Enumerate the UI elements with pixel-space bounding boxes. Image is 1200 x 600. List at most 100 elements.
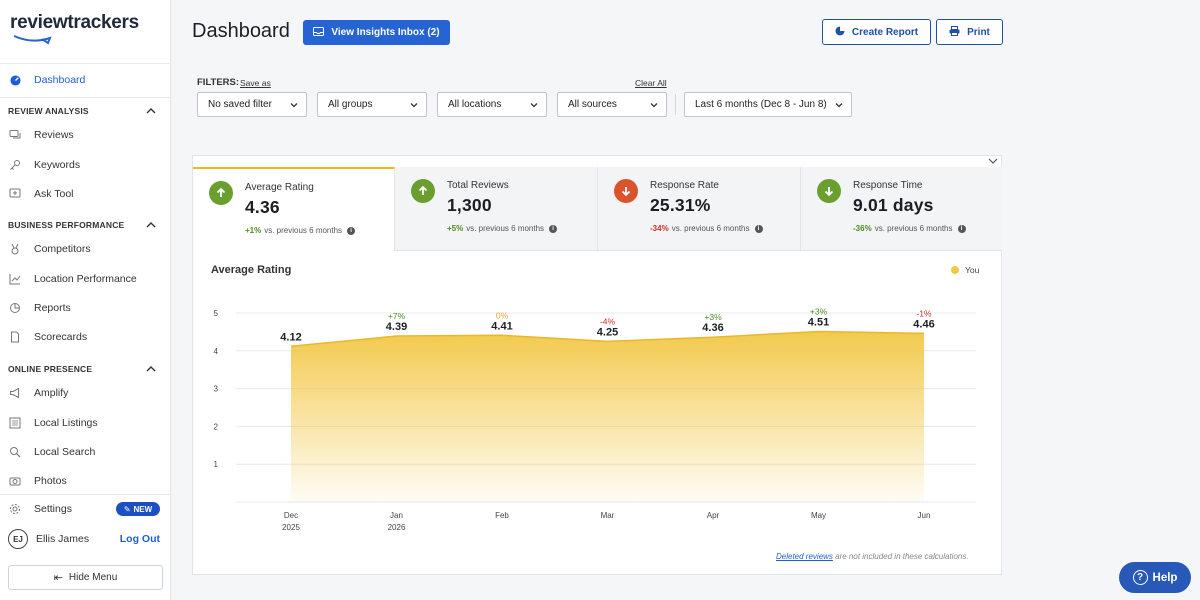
chat-bubbles-icon — [8, 128, 22, 142]
x-tick-label: May — [811, 511, 826, 520]
page-title: Dashboard — [192, 20, 290, 42]
arrow-down-icon — [817, 179, 841, 203]
select-value: All locations — [448, 99, 502, 110]
legend-label: You — [965, 265, 980, 275]
kpi-total-reviews[interactable]: Total Reviews 1,300 +5% vs. previous 6 m… — [395, 167, 598, 251]
chart-legend[interactable]: You — [951, 265, 979, 275]
sidebar-item-photos[interactable]: Photos — [8, 470, 67, 492]
x-tick-year-label: 2026 — [388, 523, 406, 532]
create-report-button[interactable]: Create Report — [822, 19, 931, 45]
data-label: 4.25 — [597, 326, 618, 338]
sidebar-item-settings[interactable]: Settings — [8, 498, 72, 520]
x-tick-label: Feb — [495, 511, 509, 520]
gear-icon — [8, 502, 22, 516]
user-row: EJ Ellis James Log Out — [8, 528, 160, 550]
pie-chart-icon — [8, 301, 22, 315]
sidebar-item-location-performance[interactable]: Location Performance — [8, 268, 137, 290]
hide-menu-label: Hide Menu — [68, 572, 118, 583]
section-online-presence[interactable]: ONLINE PRESENCE — [8, 362, 156, 376]
section-title: BUSINESS PERFORMANCE — [8, 220, 125, 230]
x-tick-year-label: 2025 — [282, 523, 300, 532]
footnote-text: are not included in these calculations. — [832, 552, 969, 561]
logo-swoosh-icon — [13, 35, 52, 45]
kpi-note: vs. previous 6 months — [264, 226, 343, 235]
view-insights-inbox-button[interactable]: View Insights Inbox (2) — [303, 20, 450, 45]
section-review-analysis[interactable]: REVIEW ANALYSIS — [8, 104, 156, 118]
ask-bubble-icon — [8, 187, 22, 201]
sources-select[interactable]: All sources — [557, 92, 667, 117]
section-title: REVIEW ANALYSIS — [8, 106, 89, 116]
sidebar-item-local-listings[interactable]: Local Listings — [8, 412, 98, 434]
info-icon[interactable]: i — [347, 226, 356, 235]
sidebar-item-ask-tool[interactable]: Ask Tool — [8, 183, 74, 205]
camera-icon — [8, 474, 22, 488]
sidebar-item-label: Settings — [34, 503, 72, 515]
select-value: Last 6 months (Dec 8 - Jun 8) — [695, 99, 827, 110]
groups-select[interactable]: All groups — [317, 92, 427, 117]
logo-text: reviewtrackers — [10, 12, 139, 33]
x-tick-label: Dec — [284, 511, 298, 520]
info-icon[interactable]: i — [957, 224, 966, 233]
avatar[interactable]: EJ — [8, 529, 28, 549]
sidebar-divider — [0, 63, 171, 64]
sidebar-item-amplify[interactable]: Amplify — [8, 382, 68, 404]
area-line — [290, 330, 925, 348]
data-label: 4.36 — [702, 322, 723, 334]
sidebar-item-label: Keywords — [34, 159, 81, 171]
chevron-down-icon — [410, 103, 418, 108]
logout-link[interactable]: Log Out — [119, 533, 160, 545]
print-button[interactable]: Print — [936, 19, 1003, 45]
sidebar-item-reports[interactable]: Reports — [8, 297, 71, 319]
kpi-response-rate[interactable]: Response Rate 25.31% -34% vs. previous 6… — [598, 167, 801, 251]
help-button[interactable]: ? Help — [1119, 562, 1191, 593]
kpi-response-time[interactable]: Response Time 9.01 days -36% vs. previou… — [801, 167, 1002, 251]
kpi-average-rating[interactable]: Average Rating 4.36 +1% vs. previous 6 m… — [193, 167, 395, 251]
kpi-title: Response Time — [853, 180, 923, 191]
kpi-change: +1% — [245, 226, 262, 235]
info-icon[interactable]: i — [754, 224, 763, 233]
kpi-footer: +5% vs. previous 6 months i — [447, 224, 558, 233]
sidebar-item-scorecards[interactable]: Scorecards — [8, 326, 87, 348]
locations-select[interactable]: All locations — [437, 92, 547, 117]
megaphone-icon — [8, 386, 22, 400]
chevron-down-icon — [835, 103, 843, 108]
sidebar-item-keywords[interactable]: Keywords — [8, 154, 80, 176]
help-label: Help — [1152, 571, 1178, 584]
hide-menu-button[interactable]: ⇤ Hide Menu — [8, 565, 163, 590]
sidebar-item-dashboard[interactable]: Dashboard — [8, 69, 85, 91]
user-name: Ellis James — [36, 533, 90, 545]
document-icon — [8, 330, 22, 344]
legend-swatch — [951, 266, 959, 274]
date-range-select[interactable]: Last 6 months (Dec 8 - Jun 8) — [684, 92, 852, 117]
pie-chart-icon — [835, 26, 845, 39]
sidebar-item-label: Ask Tool — [34, 188, 74, 200]
arrow-up-icon — [209, 181, 233, 205]
clear-all-link[interactable]: Clear All — [635, 78, 667, 88]
info-icon[interactable]: i — [549, 224, 558, 233]
filter-separator — [675, 94, 676, 115]
logo[interactable]: reviewtrackers — [10, 12, 139, 45]
search-icon — [8, 445, 22, 459]
sidebar-item-local-search[interactable]: Local Search — [8, 441, 95, 463]
printer-icon — [949, 25, 960, 39]
change-label: 0% — [496, 310, 509, 320]
sidebar-item-reviews[interactable]: Reviews — [8, 124, 74, 146]
kpi-footer: -36% vs. previous 6 months i — [853, 224, 966, 233]
sidebar-item-label: Dashboard — [34, 74, 86, 86]
sidebar-item-label: Competitors — [34, 243, 91, 255]
section-business-performance[interactable]: BUSINESS PERFORMANCE — [8, 218, 156, 232]
sidebar-item-competitors[interactable]: Competitors — [8, 238, 91, 260]
medal-icon — [8, 242, 22, 256]
save-as-link[interactable]: Save as — [240, 78, 271, 88]
chevron-up-icon — [146, 366, 156, 372]
y-tick-label: 1 — [214, 460, 219, 469]
saved-filter-select[interactable]: No saved filter — [197, 92, 307, 117]
chevron-up-icon — [146, 108, 156, 114]
sidebar-item-label: Location Performance — [34, 273, 137, 285]
deleted-reviews-link[interactable]: Deleted reviews — [776, 552, 833, 561]
change-label: +7% — [388, 311, 406, 321]
collapse-chevron-icon[interactable] — [988, 157, 998, 165]
arrow-down-icon — [614, 179, 638, 203]
badge-label: NEW — [133, 504, 153, 514]
